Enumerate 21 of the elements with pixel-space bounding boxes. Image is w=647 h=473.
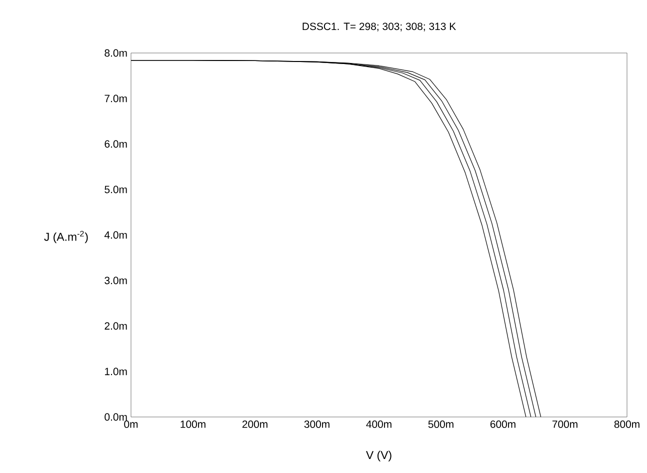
y-tick-label: 2.0m [104,322,127,330]
y-tick-label: 7.0m [104,94,127,102]
x-tick-label: 700m [552,420,578,428]
y-axis-title: J (A.m$^{-2}$) [44,230,88,244]
y-tick-label: 0.0m [104,413,127,421]
chart-title: DSSC1. T= 298; 303; 308; 313 K [302,22,456,32]
x-tick-label: 800m [614,420,640,428]
y-tick-label: 8.0m [104,49,127,57]
y-tick-label: 5.0m [104,186,127,194]
x-tick-label: 200m [242,420,268,428]
y-tick-label: 4.0m [104,231,127,239]
x-tick-label: 600m [490,420,516,428]
y-tick-label: 3.0m [104,276,127,284]
x-tick-label: 400m [366,420,392,428]
x-tick-label: 100m [180,420,206,428]
x-tick-label: 500m [428,420,454,428]
x-tick-label: 300m [304,420,330,428]
x-tick-label: 0m [124,420,138,428]
y-tick-label: 1.0m [105,368,127,376]
y-tick-label: 6.0m [104,140,127,148]
x-axis-title: V (V) [366,450,392,462]
